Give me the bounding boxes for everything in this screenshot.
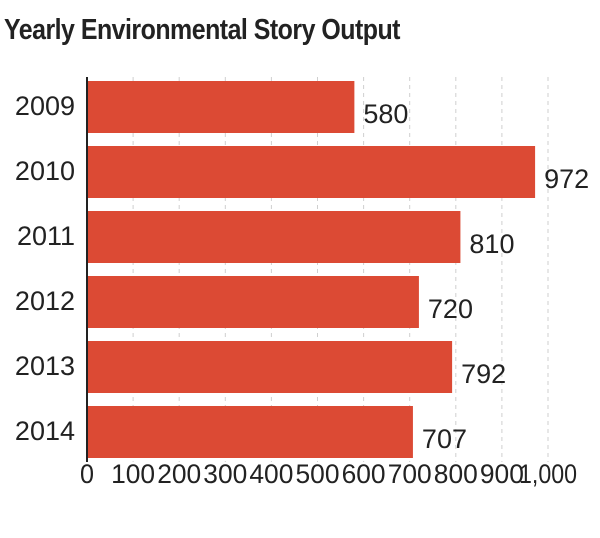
- x-tick-label: 300: [203, 459, 247, 489]
- category-label: 2014: [15, 416, 75, 446]
- value-labels: 580 972 810 720 792 707: [363, 99, 589, 454]
- x-tick-label: 800: [434, 459, 478, 489]
- category-labels: 2009 2010 2011 2012 2013 2014: [15, 91, 75, 446]
- x-tick-label: 600: [342, 459, 386, 489]
- value-label: 792: [461, 359, 506, 389]
- category-label: 2012: [15, 286, 75, 316]
- value-label: 707: [422, 424, 467, 454]
- x-tick-label: 200: [157, 459, 201, 489]
- gridlines: [132, 77, 549, 462]
- value-label: 580: [363, 99, 408, 129]
- bar: [87, 406, 413, 458]
- value-label: 720: [428, 294, 473, 324]
- category-label: 2009: [15, 91, 75, 121]
- bar: [87, 211, 461, 263]
- category-label: 2011: [17, 221, 75, 251]
- value-label: 972: [544, 164, 589, 194]
- bar: [87, 81, 355, 133]
- bar: [87, 146, 536, 198]
- value-label: 810: [469, 229, 514, 259]
- x-tick-label: 100: [111, 459, 155, 489]
- x-tick-label: 0: [80, 459, 94, 489]
- category-label: 2010: [15, 156, 75, 186]
- x-tick-label: 400: [249, 459, 293, 489]
- chart-title: Yearly Environmental Story Output: [4, 14, 400, 46]
- x-tick-label: 500: [296, 459, 340, 489]
- bar: [87, 341, 453, 393]
- bar: [87, 276, 419, 328]
- x-tick-label: 1,000: [519, 459, 577, 489]
- bars: [87, 81, 536, 458]
- x-tick-label: 700: [388, 459, 432, 489]
- category-label: 2013: [15, 351, 75, 381]
- x-tick-label: 900: [480, 459, 524, 489]
